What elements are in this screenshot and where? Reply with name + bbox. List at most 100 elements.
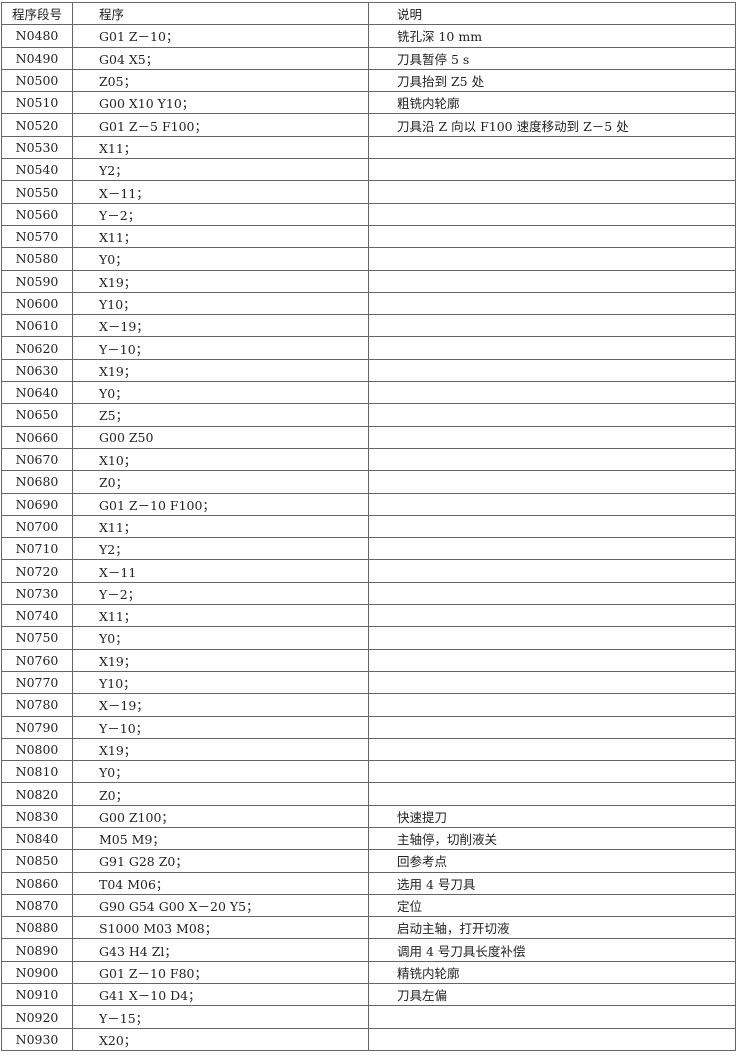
table-row: N0690 G01 Z－10 F100；	[1, 492, 736, 516]
block-number-cell: N0790	[1, 715, 73, 739]
table-row: N0480 G01 Z－10； 铣孔深 10 mm	[1, 24, 736, 48]
block-number-cell: N0650	[1, 403, 73, 427]
note-cell: 选用 4 号刀具	[368, 871, 736, 895]
program-cell: M05 M9；	[72, 826, 369, 851]
block-number-cell: N0590	[1, 269, 73, 293]
table-body: N0480 G01 Z－10； 铣孔深 10 mm N0490 G04 X5； 刀具暂停 …	[1, 24, 736, 1051]
note-cell	[368, 403, 736, 427]
table-row: N0890 G43 H4 Zl； 调用 4 号刀具长度补偿	[1, 938, 736, 962]
table-row: N0770 Y10；	[1, 670, 736, 695]
program-cell: Y10；	[72, 291, 369, 316]
table-row: N0720 X－11	[1, 559, 736, 583]
block-number-cell: N0500	[1, 68, 73, 93]
table-row: N0830 G00 Z100； 快速提刀	[1, 804, 736, 828]
header-program: 程序	[72, 1, 369, 26]
note-cell	[368, 135, 736, 160]
table-row: N0780 X－19；	[1, 693, 736, 717]
block-number-cell: N0740	[1, 604, 73, 628]
block-number-cell: N0480	[1, 24, 73, 48]
program-cell: X19；	[72, 269, 369, 293]
program-cell: Y0；	[72, 381, 369, 405]
note-cell: 主轴停，切削液关	[368, 826, 736, 851]
note-cell	[368, 425, 736, 449]
block-number-cell: N0910	[1, 983, 73, 1007]
block-number-cell: N0640	[1, 381, 73, 405]
note-cell	[368, 782, 736, 806]
note-cell	[368, 224, 736, 249]
table-row: N0810 Y0；	[1, 760, 736, 784]
program-cell: X11；	[72, 135, 369, 160]
table-row: N0650 Z5；	[1, 403, 736, 427]
block-number-cell: N0880	[1, 916, 73, 940]
note-cell	[368, 737, 736, 762]
note-cell: 刀具暂停 5 s	[368, 46, 736, 70]
program-cell: G00 Z100；	[72, 804, 369, 828]
note-cell	[368, 693, 736, 717]
program-cell: X－11；	[72, 180, 369, 204]
program-cell: X11；	[72, 224, 369, 249]
table-row: N0840 M05 M9； 主轴停，切削液关	[1, 826, 736, 851]
block-number-cell: N0580	[1, 247, 73, 271]
block-number-cell: N0630	[1, 358, 73, 383]
block-number-cell: N0820	[1, 782, 73, 806]
note-cell	[368, 760, 736, 784]
block-number-cell: N0690	[1, 492, 73, 516]
block-number-cell: N0530	[1, 135, 73, 160]
program-cell: X19；	[72, 358, 369, 383]
block-number-cell: N0930	[1, 1027, 73, 1051]
block-number-cell: N0610	[1, 314, 73, 338]
table-row: N0560 Y－2；	[1, 202, 736, 226]
table-row: N0550 X－11；	[1, 180, 736, 204]
table-row: N0670 X10；	[1, 447, 736, 472]
program-cell: X－19；	[72, 314, 369, 338]
note-cell: 精铣内轮廓	[368, 960, 736, 985]
block-number-cell: N0840	[1, 826, 73, 851]
note-cell: 铣孔深 10 mm	[368, 24, 736, 48]
note-cell	[368, 648, 736, 672]
note-cell	[368, 381, 736, 405]
table-row: N0580 Y0；	[1, 247, 736, 271]
block-number-cell: N0540	[1, 158, 73, 182]
program-cell: Z05；	[72, 68, 369, 93]
block-number-cell: N0850	[1, 849, 73, 873]
program-cell: X19；	[72, 648, 369, 672]
table-row: N0660 G00 Z50	[1, 425, 736, 449]
program-cell: X10；	[72, 447, 369, 472]
block-number-cell: N0780	[1, 693, 73, 717]
note-cell	[368, 314, 736, 338]
program-cell: G00 X10 Y10；	[72, 91, 369, 115]
program-cell: Y10；	[72, 670, 369, 695]
program-cell: Y0；	[72, 247, 369, 271]
table-row: N0850 G91 G28 Z0； 回参考点	[1, 849, 736, 873]
program-cell: G01 Z－5 F100；	[72, 113, 369, 137]
table-row: N0630 X19；	[1, 358, 736, 383]
note-cell	[368, 291, 736, 316]
program-cell: G91 G28 Z0；	[72, 849, 369, 873]
table-row: N0590 X19；	[1, 269, 736, 293]
table-row: N0870 G90 G54 G00 X－20 Y5； 定位	[1, 893, 736, 918]
table-row: N0800 X19；	[1, 737, 736, 762]
block-number-cell: N0660	[1, 425, 73, 449]
program-cell: X－11	[72, 559, 369, 583]
program-cell: Z0；	[72, 782, 369, 806]
table-row: N0530 X11；	[1, 135, 736, 160]
program-cell: Y－2；	[72, 202, 369, 226]
block-number-cell: N0700	[1, 514, 73, 539]
block-number-cell: N0570	[1, 224, 73, 249]
note-cell	[368, 604, 736, 628]
program-cell: G01 Z－10 F100；	[72, 492, 369, 516]
program-cell: Y2；	[72, 537, 369, 561]
program-cell: G04 X5；	[72, 46, 369, 70]
block-number-cell: N0860	[1, 871, 73, 895]
block-number-cell: N0620	[1, 336, 73, 360]
table-row: N0820 Z0；	[1, 782, 736, 806]
table-row: N0750 Y0；	[1, 626, 736, 650]
table-row: N0540 Y2；	[1, 158, 736, 182]
table-row: N0900 G01 Z－10 F80； 精铣内轮廓	[1, 960, 736, 985]
table-row: N0930 X20；	[1, 1027, 736, 1051]
program-cell: T04 M06；	[72, 871, 369, 895]
block-number-cell: N0710	[1, 537, 73, 561]
note-cell: 定位	[368, 893, 736, 918]
note-cell	[368, 581, 736, 606]
table-row: N0730 Y－2；	[1, 581, 736, 606]
